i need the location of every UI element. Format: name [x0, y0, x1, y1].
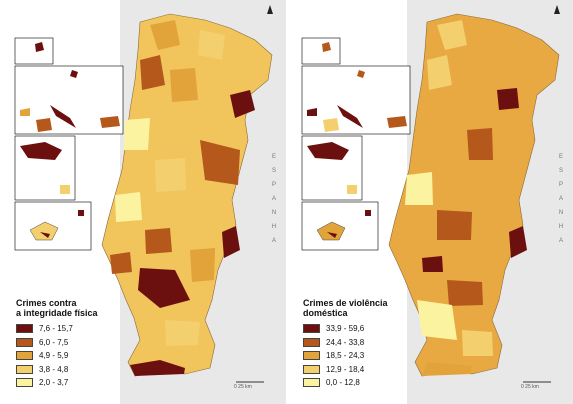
legend-row: 18,5 - 24,3 [303, 349, 463, 363]
spain-label: E S P A N H A [558, 154, 564, 244]
map-panel-physical-integrity: E S P A N H A 0 25 km Crimes contra a in… [0, 0, 286, 404]
legend-row: 12,9 - 18,4 [303, 363, 463, 377]
choropleth-map [301, 0, 573, 404]
legend-swatch [16, 364, 33, 374]
legend-swatch [16, 337, 33, 347]
legend-title: Crimes contra a integridade física [16, 298, 98, 318]
inset-frame-flores [14, 37, 54, 65]
legend-row: 4,9 - 5,9 [16, 349, 176, 363]
legend-label: 4,9 - 5,9 [39, 351, 69, 361]
legend-swatch [16, 324, 33, 334]
legend-row: 24,4 - 33,8 [303, 336, 463, 350]
scale-label: 0 25 km [521, 384, 539, 390]
legend: Crimes contra a integridade física 7,6 -… [16, 298, 176, 390]
legend-label: 2,0 - 3,7 [39, 378, 69, 388]
legend-swatch [303, 324, 320, 334]
legend-swatch [303, 351, 320, 361]
scale-label: 0 25 km [234, 384, 252, 390]
legend-swatch [303, 364, 320, 374]
legend: Crimes de violência doméstica 33,9 - 59,… [303, 298, 463, 390]
legend-label: 0,0 - 12,8 [326, 378, 360, 388]
choropleth-map [14, 0, 286, 404]
legend-label: 12,9 - 18,4 [326, 364, 365, 374]
north-arrow [267, 5, 273, 14]
legend-label: 24,4 - 33,8 [326, 337, 365, 347]
municipality-fills [110, 20, 255, 376]
municipality-fills [405, 20, 527, 376]
legend-swatch [303, 378, 320, 388]
legend-row: 0,0 - 12,8 [303, 376, 463, 390]
legend-row: 3,8 - 4,8 [16, 363, 176, 377]
legend-label: 3,8 - 4,8 [39, 364, 69, 374]
north-arrow [554, 5, 560, 14]
legend-label: 6,0 - 7,5 [39, 337, 69, 347]
legend-swatch [16, 378, 33, 388]
legend-label: 33,9 - 59,6 [326, 324, 365, 334]
map-panel-domestic-violence: E S P A N H A 0 25 km Crimes de violênci… [287, 0, 573, 404]
legend-row: 2,0 - 3,7 [16, 376, 176, 390]
legend-swatch [303, 337, 320, 347]
legend-row: 7,6 - 15,7 [16, 322, 176, 336]
legend-label: 18,5 - 24,3 [326, 351, 365, 361]
spain-label: E S P A N H A [271, 154, 277, 244]
legend-swatch [16, 351, 33, 361]
legend-label: 7,6 - 15,7 [39, 324, 73, 334]
legend-row: 33,9 - 59,6 [303, 322, 463, 336]
legend-title: Crimes de violência doméstica [303, 298, 388, 318]
inset-frame-flores [301, 37, 341, 65]
legend-row: 6,0 - 7,5 [16, 336, 176, 350]
